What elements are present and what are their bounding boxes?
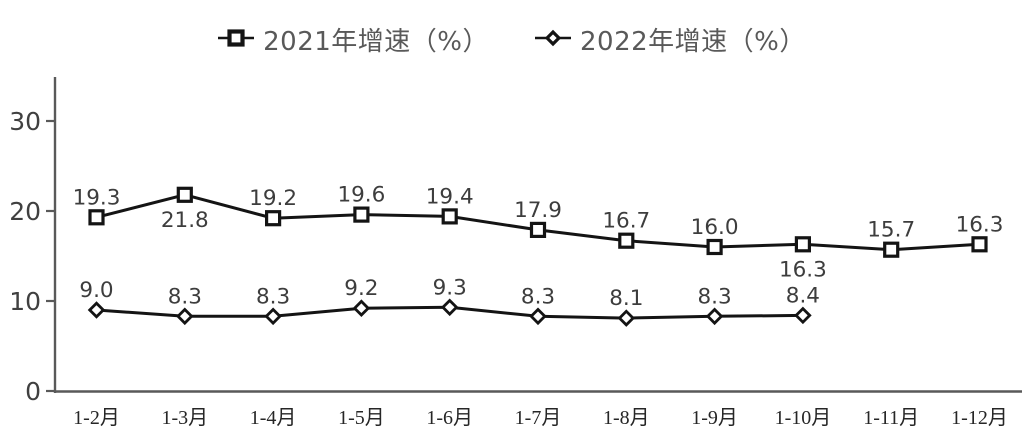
y-tick-label: 20 [9,197,41,226]
marker-square-icon [618,232,635,249]
marker-diamond-icon [352,299,371,317]
y-tick-label: 0 [25,377,41,406]
x-tick-label: 1-5月 [338,407,385,429]
x-tick-label: 1-3月 [161,407,208,429]
marker-diamond-icon [264,307,282,326]
data-point-label-2022: 8.3 [256,284,290,309]
marker-square-icon [265,210,282,227]
marker-diamond-icon [529,307,547,326]
y-tick-label: 10 [9,287,41,316]
data-point-label-2021: 19.2 [249,186,297,211]
data-point-label-2022: 8.1 [609,286,643,311]
marker-diamond-icon [440,298,459,317]
data-point-label-2021: 17.9 [514,198,562,223]
data-point-label-2021: 15.7 [867,218,915,243]
marker-square-icon [529,221,547,238]
data-point-label-2021: 19.3 [73,185,121,210]
data-point-label-2022: 9.0 [79,278,113,303]
marker-square-icon [794,236,812,253]
marker-square-icon [441,208,458,225]
marker-square-icon [353,206,370,223]
x-tick-label: 1-7月 [515,407,562,429]
x-tick-label: 1-2月 [73,407,120,429]
marker-square-icon [706,238,723,256]
marker-square-icon [883,241,900,258]
data-point-label-2022: 8.3 [697,284,731,309]
x-tick-label: 1-6月 [426,407,473,429]
x-tick-label: 1-10月 [775,407,832,429]
data-point-label-2021: 19.4 [426,184,474,209]
data-point-label-2021: 16.0 [691,215,739,240]
data-point-label-2021: 21.8 [161,208,209,233]
marker-diamond-icon [705,307,724,326]
marker-square-icon [971,236,988,253]
marker-diamond-icon [794,306,812,325]
x-tick-label: 1-11月 [863,407,919,429]
marker-diamond-icon [87,301,106,319]
data-point-label-2021: 19.6 [337,183,385,208]
marker-diamond-icon [617,309,636,327]
y-tick-label: 30 [9,107,41,136]
x-tick-label: 1-12月 [951,407,1008,429]
data-point-label-2022: 9.2 [344,276,378,301]
data-point-label-2022: 9.3 [433,275,467,300]
data-point-label-2021: 16.3 [779,257,827,282]
x-tick-label: 1-4月 [250,407,297,429]
data-point-label-2021: 16.3 [956,212,1004,237]
data-point-label-2022: 8.3 [168,284,202,309]
data-point-label-2022: 8.4 [786,283,820,308]
marker-diamond-icon [176,307,194,326]
x-tick-label: 1-9月 [691,407,738,429]
x-tick-label: 1-8月 [603,407,650,429]
marker-square-icon [176,186,193,203]
data-point-label-2022: 8.3 [521,284,555,309]
data-point-label-2021: 16.7 [602,209,650,234]
marker-square-icon [88,209,105,226]
